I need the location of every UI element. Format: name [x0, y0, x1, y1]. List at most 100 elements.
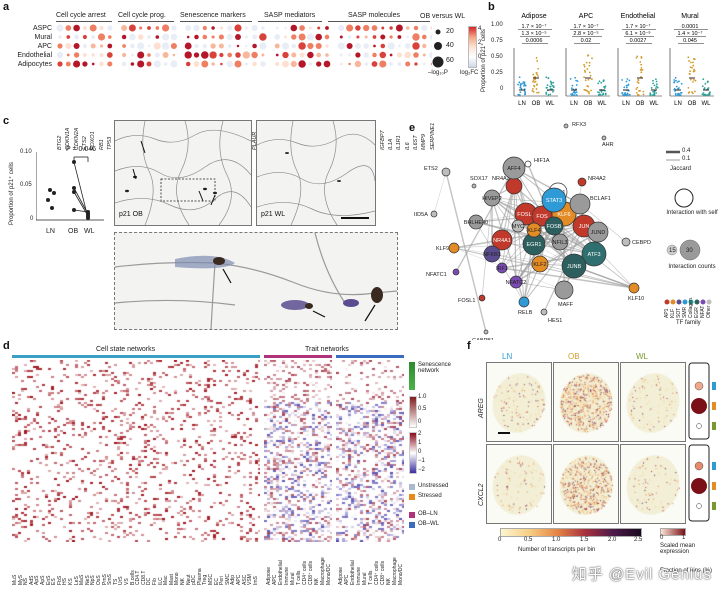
network-node-label: NFATC2 — [506, 280, 527, 286]
b-point — [524, 84, 527, 87]
b-point — [678, 87, 680, 89]
dot — [422, 62, 426, 66]
c-point-ln — [50, 206, 54, 210]
f-summary-box-areg — [688, 362, 710, 440]
dot — [66, 35, 71, 39]
network-edge — [475, 221, 525, 303]
dot — [291, 43, 297, 49]
dot — [298, 33, 306, 41]
b-point — [680, 91, 683, 94]
network-node-label: HIF1A — [534, 158, 550, 164]
dot — [298, 60, 306, 68]
dot — [356, 35, 360, 39]
b-point — [635, 88, 638, 91]
d-legend-ob-ln: OB–LN — [418, 511, 438, 517]
network-node-label: STAT3 — [546, 198, 562, 204]
category-cell-cycle-arrest: Cell cycle arrest — [56, 12, 106, 19]
b-point — [547, 94, 550, 96]
dot — [218, 43, 224, 49]
b-point — [635, 56, 638, 59]
f-col-wl: WL — [636, 352, 648, 361]
b-point — [533, 85, 536, 88]
f-tissue-areg-wl — [620, 362, 686, 442]
d-right-col-label: Mono/DC — [398, 563, 404, 585]
f-tissue-cxcl2-ob — [553, 444, 619, 524]
c-point-wl — [86, 214, 90, 218]
color-tick-2: 2 — [478, 40, 482, 46]
d-diff-bar — [409, 432, 417, 474]
b-point — [680, 82, 683, 85]
dot — [338, 25, 345, 31]
dot — [170, 42, 177, 50]
f-gene-cxcl2: CXCL2 — [478, 483, 485, 506]
b-point — [536, 60, 539, 62]
b-point — [532, 79, 535, 82]
dot — [137, 34, 144, 40]
network-edge — [453, 247, 575, 267]
dot — [406, 35, 410, 39]
category-line — [180, 21, 252, 22]
b-point — [689, 61, 692, 64]
legend-title: OB versus WL — [420, 13, 466, 20]
dot — [147, 35, 151, 39]
network-node — [561, 253, 587, 279]
b-point — [597, 91, 599, 94]
dot — [58, 35, 62, 39]
dot — [339, 35, 343, 39]
b-point — [588, 71, 591, 74]
b-point — [517, 93, 520, 96]
category-line — [118, 21, 174, 22]
dot — [99, 53, 104, 57]
watermark: 知乎 @Evil Genius — [571, 566, 712, 583]
f-scale-bar — [498, 432, 510, 434]
dot — [170, 60, 178, 68]
dot — [202, 43, 207, 49]
dot — [107, 25, 113, 31]
b-point — [673, 80, 676, 83]
dot — [290, 60, 297, 68]
b-point — [519, 91, 522, 94]
color-bar — [468, 26, 477, 68]
dot — [153, 60, 161, 68]
dot — [171, 25, 177, 31]
dot — [324, 34, 330, 40]
b-point — [517, 83, 519, 86]
dot — [259, 42, 267, 50]
network-node-label: FOSB — [547, 224, 562, 230]
b-point — [652, 79, 654, 82]
dot — [372, 52, 377, 58]
network-node-label: FOSL2 — [517, 212, 534, 218]
d-network-swatch — [409, 362, 415, 390]
dot — [89, 24, 97, 32]
jaccard-tick-01: 0.1 — [682, 156, 691, 162]
b-point — [701, 85, 704, 88]
dot — [193, 24, 200, 32]
b-point — [693, 68, 695, 71]
dot — [184, 42, 192, 50]
dot — [325, 44, 329, 48]
network-node-label: FOSL1 — [458, 298, 475, 304]
dot — [381, 26, 385, 30]
network-node — [468, 214, 484, 230]
b-point — [600, 81, 603, 84]
dot — [56, 24, 64, 32]
d-right-col-label: Mono/DC — [326, 563, 332, 585]
b-point — [628, 79, 631, 82]
network-node-label: JUND — [591, 230, 606, 236]
f-axis-tick: 1.5 — [580, 537, 589, 543]
dot — [226, 60, 233, 68]
b-point — [590, 78, 593, 80]
dot — [106, 52, 113, 58]
size-label-20: 20 — [446, 28, 454, 35]
b-point — [532, 90, 535, 93]
dot — [252, 61, 257, 67]
dot — [389, 35, 393, 39]
dot — [284, 35, 287, 39]
f-summary-box-cxcl2 — [688, 444, 710, 522]
dot — [130, 43, 135, 49]
c-scatter — [36, 152, 104, 221]
dot — [147, 26, 151, 30]
b-point — [575, 94, 578, 96]
c-point-wl — [86, 210, 90, 214]
dot — [389, 26, 393, 30]
